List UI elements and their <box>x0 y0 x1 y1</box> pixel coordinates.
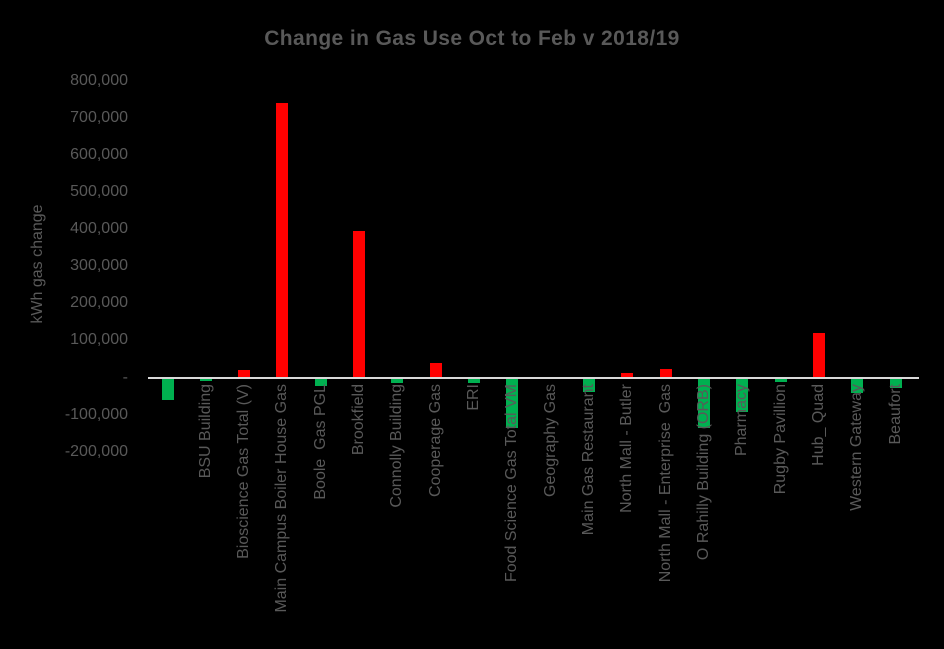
x-category-label: North Mall - Enterprise Gas <box>656 384 674 583</box>
x-category-label: Boole Gas PGL <box>311 384 329 500</box>
x-category-label: Bioscience Gas Total (V) <box>235 384 253 559</box>
bar-rugby-pavillion <box>774 377 787 383</box>
chart-title: Change in Gas Use Oct to Feb v 2018/19 <box>264 27 680 50</box>
x-category-label: Rugby Pavillion <box>771 384 789 495</box>
y-tick-label: 600,000 <box>70 145 128 163</box>
bar-brookfield <box>353 230 366 378</box>
x-category-label: North Mall - Butler <box>618 384 636 513</box>
bar-pharmacy <box>736 377 749 412</box>
y-tick-label: -200,000 <box>64 442 128 460</box>
bar-o-rahilly-building-orb- <box>698 377 711 429</box>
bar-eri <box>468 377 481 384</box>
y-tick-label: 300,000 <box>70 257 128 275</box>
x-category-label: Pharmacy <box>733 384 751 457</box>
x-category-label: Food Science Gas Total VM <box>503 384 521 583</box>
x-category-label: Cooperage Gas <box>426 384 444 497</box>
x-category-label: Connolly Building <box>388 384 406 508</box>
x-category-label: Geography Gas <box>541 384 559 497</box>
y-tick-label: - <box>122 368 128 386</box>
bar-bioscience-gas-total-v- <box>238 370 251 378</box>
bar-food-science-gas-total-vm <box>506 377 519 429</box>
y-tick-label: 800,000 <box>70 71 128 89</box>
y-tick-label: 500,000 <box>70 183 128 200</box>
x-category-label: BSU Building <box>196 384 214 479</box>
bar-boole-gas-pgl <box>314 377 327 387</box>
y-tick-label: 400,000 <box>70 220 128 238</box>
x-category-label: Beaufort <box>886 384 904 445</box>
x-category-label: ERI <box>465 384 483 411</box>
bar-main-gas-restaurant <box>583 377 596 392</box>
x-category-label: Main Gas Restaurant <box>580 384 598 536</box>
bar-western-gateway <box>851 377 864 394</box>
y-tick-label: 200,000 <box>70 294 128 312</box>
y-tick-label: -100,000 <box>64 405 128 423</box>
x-category-label: Western Gateway <box>848 384 866 511</box>
bar-cooperage-gas <box>429 363 442 378</box>
bar-main-campus-boiler-house-gas <box>276 102 289 378</box>
x-category-label: Main Campus Boiler House Gas <box>273 384 291 613</box>
bar-unlabeled <box>161 377 174 400</box>
bar-north-mall-enterprise-gas <box>659 369 672 378</box>
x-category-label: Brookfield <box>350 384 368 456</box>
x-category-label: Hub_ Quad <box>810 384 828 466</box>
y-tick-label: 100,000 <box>70 331 128 349</box>
bar-north-mall-butler <box>621 372 634 378</box>
bar-connolly-building <box>391 377 404 384</box>
x-category-label: O Rahilly Building (ORB) <box>695 384 713 561</box>
bar-hub-quad <box>813 332 826 378</box>
x-axis-line <box>148 376 919 379</box>
y-tick-label: 700,000 <box>70 108 128 126</box>
bar-bsu-building <box>199 377 212 382</box>
bar-beaufort <box>889 377 902 388</box>
